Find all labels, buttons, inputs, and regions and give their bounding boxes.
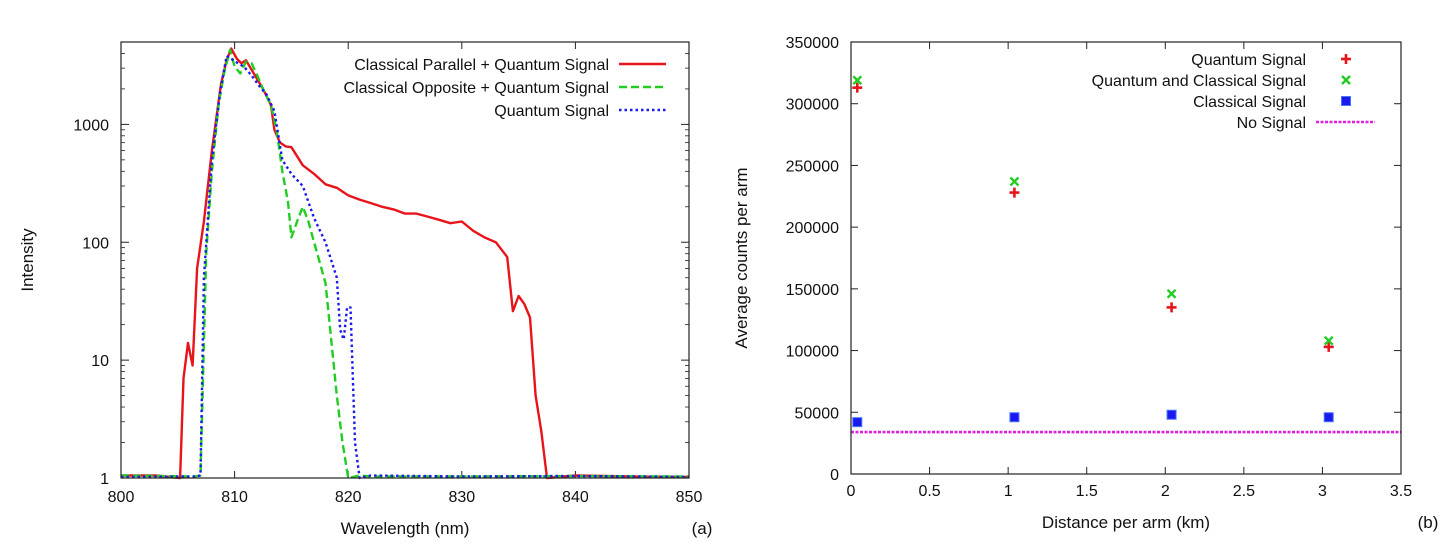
a-ylabel: Intensity xyxy=(18,228,37,292)
b-series-2-point-d2 xyxy=(1009,176,1020,187)
b-legend-label-3: Classical Signal xyxy=(1193,94,1306,111)
b-series-3-point-sq xyxy=(852,417,863,428)
a-xlabel: Wavelength (nm) xyxy=(341,519,470,538)
b-legend-swatch-2-d2 xyxy=(1341,75,1351,85)
a-xtick-label: 840 xyxy=(562,489,589,506)
b-ytick-label: 100000 xyxy=(786,344,839,361)
b-series-1-point xyxy=(1166,302,1177,313)
b-xtick-label: 3.5 xyxy=(1390,483,1412,500)
b-ytick-label: 0 xyxy=(830,467,839,484)
a-ytick-label: 100 xyxy=(82,235,109,252)
b-xtick-label: 1.5 xyxy=(1076,483,1098,500)
b-series-1-point xyxy=(852,82,863,93)
a-legend-label-1: Classical Parallel + Quantum Signal xyxy=(354,57,609,74)
a-legend: Classical Parallel + Quantum Signal Class… xyxy=(344,57,666,120)
a-ytick-label: 10 xyxy=(91,353,109,370)
b-series-2-point xyxy=(852,75,863,86)
b-ticks: 0 0.5 1 1.5 2 2.5 3 3.5 0 50000 100000 150000 200000… xyxy=(786,35,1413,500)
b-series-3-point xyxy=(1166,409,1177,420)
b-series-1-point xyxy=(1009,187,1020,198)
a-xtick-label: 800 xyxy=(108,489,135,506)
b-legend-swatch-3-sq xyxy=(1341,96,1351,106)
b-series-2-point xyxy=(1166,288,1177,299)
b-xtick-label: 0 xyxy=(847,483,856,500)
b-ytick-label: 50000 xyxy=(795,405,840,422)
b-series-2-point xyxy=(1009,176,1020,187)
b-series-1-point xyxy=(1323,341,1334,352)
b-series-3-point xyxy=(1323,412,1334,423)
a-xtick-label: 830 xyxy=(448,489,475,506)
a-xtick-label: 820 xyxy=(335,489,362,506)
b-series-2-point-d2 xyxy=(1323,335,1334,346)
a-xtick-label: 850 xyxy=(676,489,703,506)
b-series-3-point xyxy=(852,417,863,428)
panel-a: 800 810 820 830 840 850 1 10 100 1000 Classical P… xyxy=(18,41,713,538)
b-xtick-label: 1 xyxy=(1004,483,1013,500)
b-legend-label-1: Quantum Signal xyxy=(1191,52,1306,69)
b-ytick-label: 300000 xyxy=(786,97,839,114)
b-xtick-label: 3 xyxy=(1318,483,1327,500)
a-ytick-label: 1000 xyxy=(73,117,109,134)
b-series-3-point-sq xyxy=(1009,412,1020,423)
b-series xyxy=(851,75,1401,434)
a-ytick-label: 1 xyxy=(100,471,109,488)
b-legend-label-2: Quantum and Classical Signal xyxy=(1092,73,1306,90)
panel-b: 0 0.5 1 1.5 2 2.5 3 3.5 0 50000 100000 150000 200000… xyxy=(732,35,1438,532)
b-series-2-point xyxy=(1323,335,1334,346)
b-ytick-label: 150000 xyxy=(786,282,839,299)
a-panel-label: (a) xyxy=(692,519,713,538)
a-plot-frame xyxy=(120,41,690,479)
b-series-3-point xyxy=(1009,412,1020,423)
b-ytick-label: 250000 xyxy=(786,158,839,175)
b-series-2-point-d2 xyxy=(1166,288,1177,299)
b-panel-label: (b) xyxy=(1418,513,1439,532)
b-legend-swatch-1 xyxy=(1341,54,1351,64)
a-xtick-label: 810 xyxy=(221,489,248,506)
b-series-3-point-sq xyxy=(1323,412,1334,423)
b-xtick-label: 2.5 xyxy=(1233,483,1255,500)
b-xtick-label: 0.5 xyxy=(918,483,940,500)
b-legend-label-4: No Signal xyxy=(1237,115,1306,132)
b-ytick-label: 350000 xyxy=(786,35,839,52)
a-series-line-3 xyxy=(120,54,690,480)
a-legend-label-3: Quantum Signal xyxy=(494,103,609,120)
b-xtick-label: 2 xyxy=(1161,483,1170,500)
b-ylabel: Average counts per arm xyxy=(732,167,751,348)
b-legend-swatch-3 xyxy=(1341,96,1351,106)
b-plot-frame xyxy=(850,41,1402,475)
b-series-3-point-sq xyxy=(1166,409,1177,420)
a-ticks: 800 810 820 830 840 850 1 10 100 1000 xyxy=(73,41,703,506)
b-legend-swatch-2 xyxy=(1341,75,1351,85)
b-legend: Quantum Signal Quantum and Classical Sign… xyxy=(1092,52,1375,132)
b-series-2-point-d2 xyxy=(852,75,863,86)
a-series-line-1 xyxy=(121,47,690,480)
b-ytick-label: 200000 xyxy=(786,220,839,237)
a-legend-label-2: Classical Opposite + Quantum Signal xyxy=(344,80,609,97)
a-series xyxy=(120,47,690,480)
b-xlabel: Distance per arm (km) xyxy=(1042,513,1210,532)
